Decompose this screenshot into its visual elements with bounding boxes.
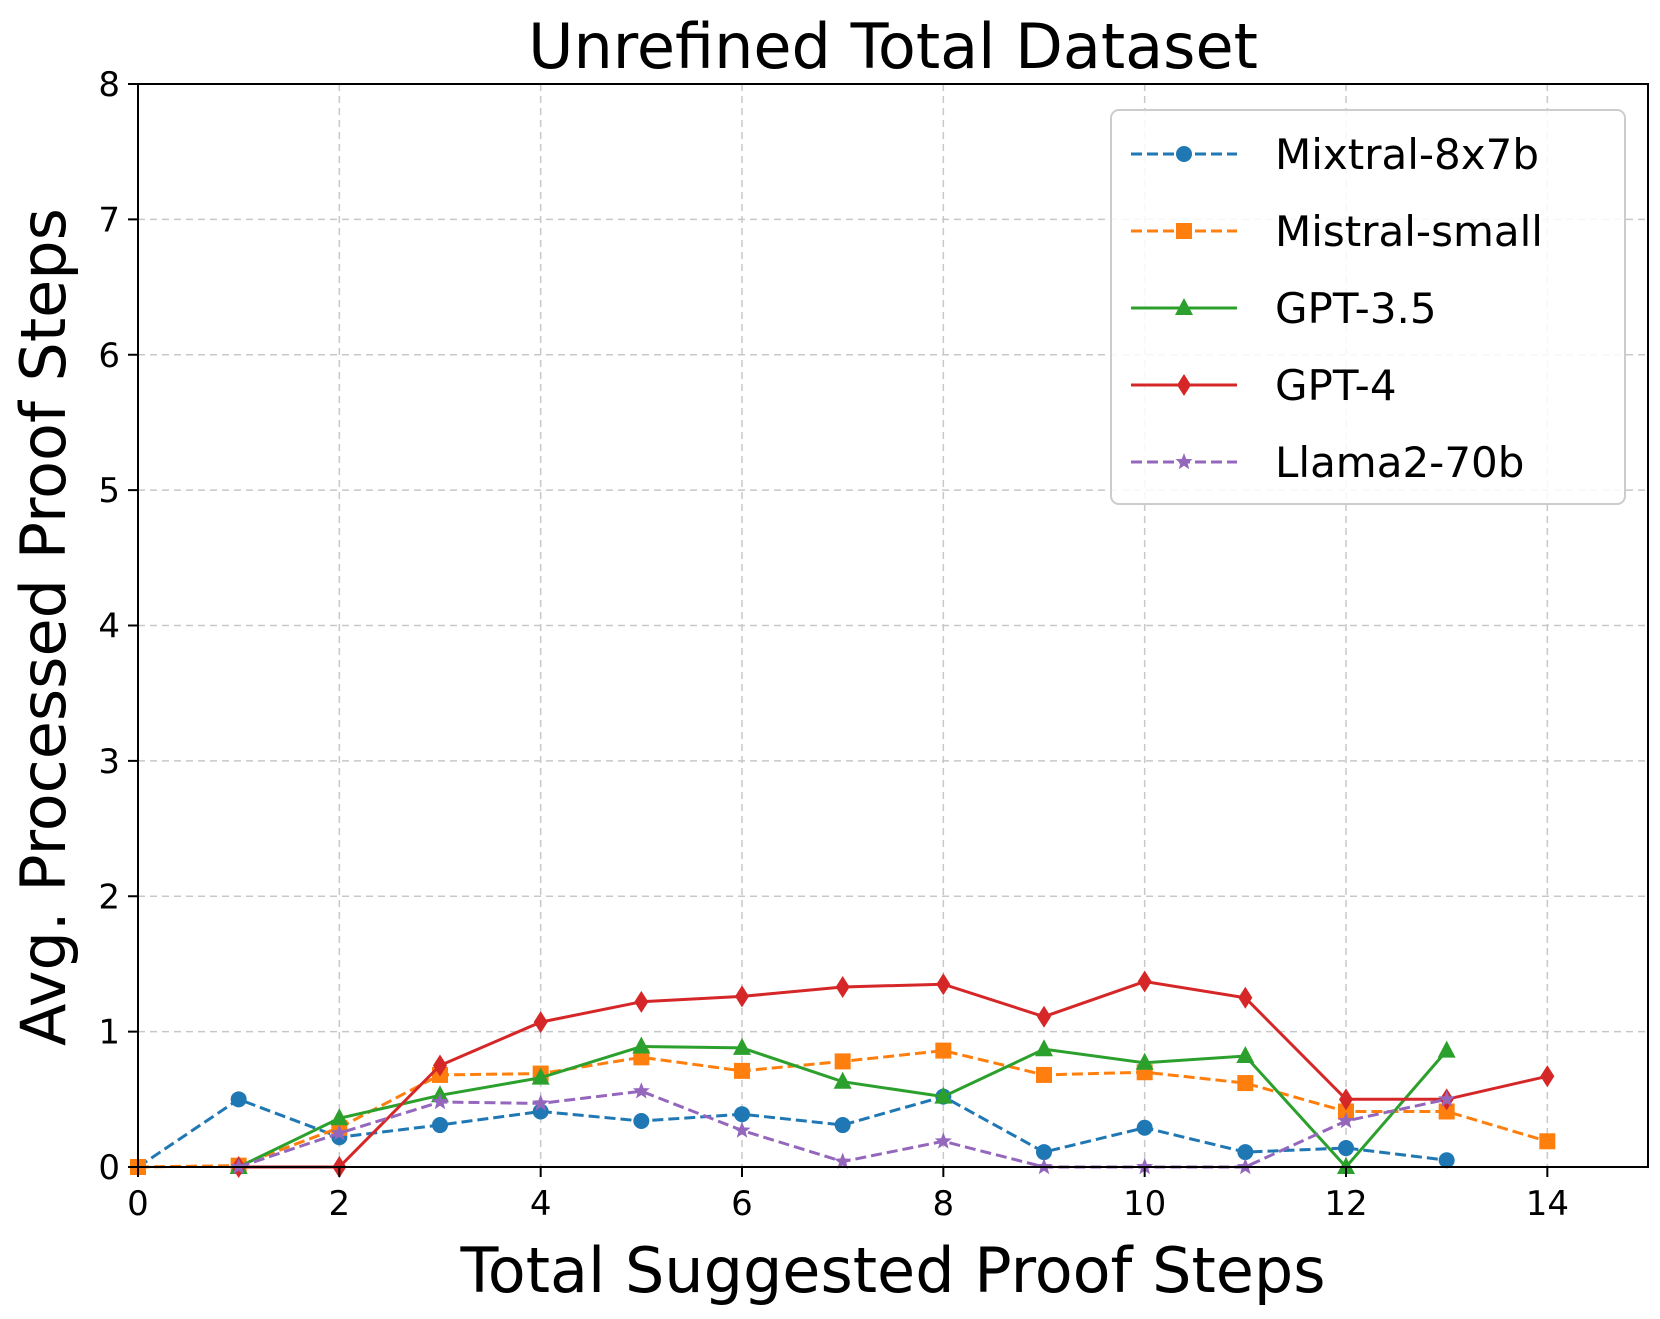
legend-marker-mixtral-8x7b [1176, 146, 1192, 162]
data-point-gpt-4 [735, 985, 749, 1008]
x-tick-label: 4 [530, 1184, 552, 1224]
data-point-gpt-3-5 [531, 1067, 550, 1085]
legend-marker-llama2-70b [1175, 453, 1193, 470]
data-point-gpt-3-5 [1437, 1040, 1456, 1058]
x-tick-label: 12 [1324, 1184, 1367, 1224]
y-tick-label: 6 [98, 336, 120, 376]
x-tick-label: 10 [1123, 1184, 1166, 1224]
y-tick-label: 5 [98, 471, 120, 511]
data-point-mixtral-8x7b [1338, 1140, 1354, 1157]
x-tick-label: 0 [127, 1184, 149, 1224]
y-tick-label: 7 [98, 200, 120, 240]
data-point-mistral-small [1438, 1103, 1455, 1120]
data-point-mixtral-8x7b [1237, 1144, 1254, 1161]
data-point-gpt-4 [936, 973, 951, 996]
data-point-llama2-70b [431, 1093, 449, 1110]
y-tick-label: 3 [98, 742, 120, 782]
x-tick-label: 2 [329, 1184, 351, 1224]
legend-label-gpt-3-5: GPT-3.5 [1275, 284, 1437, 333]
data-point-llama2-70b [330, 1124, 348, 1141]
data-point-gpt-3-5 [1035, 1039, 1053, 1057]
data-point-mixtral-8x7b [230, 1091, 247, 1108]
data-point-llama2-70b [733, 1121, 751, 1138]
series-gpt-4 [231, 970, 1555, 1178]
data-point-gpt-3-5 [632, 1036, 651, 1054]
x-axis-label: Total Suggested Proof Steps [459, 1234, 1325, 1307]
y-tick-label: 8 [98, 65, 120, 105]
data-point-mixtral-8x7b [1136, 1119, 1153, 1136]
series-line-gpt-4 [238, 979, 1548, 1169]
data-point-mistral-small [935, 1042, 952, 1059]
legend-label-gpt-4: GPT-4 [1275, 361, 1397, 410]
legend-label-mixtral-8x7b: Mixtral-8x7b [1275, 130, 1539, 179]
data-point-gpt-4 [1339, 1088, 1353, 1111]
x-tick-label: 14 [1526, 1184, 1569, 1224]
data-point-mixtral-8x7b [1036, 1144, 1052, 1161]
data-point-mistral-small [834, 1053, 851, 1070]
data-point-llama2-70b [934, 1132, 952, 1149]
data-point-mistral-small [1237, 1075, 1254, 1092]
data-point-gpt-4 [835, 975, 850, 998]
data-point-mistral-small [734, 1062, 750, 1079]
y-axis-label: Avg. Processed Proof Steps [7, 208, 80, 1046]
legend-marker-gpt-4 [1177, 374, 1191, 396]
series-layer [130, 970, 1556, 1178]
data-point-gpt-4 [634, 990, 649, 1013]
data-point-llama2-70b [532, 1094, 550, 1111]
x-tick-label: 8 [933, 1184, 955, 1224]
data-point-gpt-3-5 [1337, 1157, 1355, 1174]
data-point-gpt-3-5 [934, 1086, 953, 1104]
data-point-mistral-small [1539, 1133, 1556, 1150]
data-point-mixtral-8x7b [1438, 1152, 1455, 1169]
legend-label-mistral-small: Mistral-small [1275, 207, 1543, 256]
data-point-mistral-small [1338, 1103, 1354, 1120]
data-point-mistral-small [1036, 1066, 1052, 1083]
chart-title: Unrefined Total Dataset [528, 10, 1258, 83]
y-tick-label: 0 [98, 1148, 120, 1188]
data-point-llama2-70b [1337, 1112, 1355, 1129]
data-point-mixtral-8x7b [734, 1106, 750, 1123]
y-tick-label: 2 [98, 877, 120, 917]
data-point-mixtral-8x7b [432, 1117, 448, 1134]
data-point-mixtral-8x7b [633, 1112, 650, 1129]
legend: Mixtral-8x7b Mistral-small GPT-3.5 GPT-4 Lla… [1110, 109, 1626, 505]
data-point-gpt-4 [1238, 986, 1253, 1009]
data-point-gpt-4 [433, 1054, 447, 1077]
legend-marker-mistral-small [1176, 223, 1192, 239]
data-point-gpt-3-5 [833, 1071, 852, 1089]
legend-marker-gpt-3-5 [1175, 298, 1193, 315]
legend-box [1110, 109, 1626, 505]
data-point-gpt-4 [1137, 970, 1152, 993]
data-point-gpt-3-5 [330, 1108, 349, 1126]
data-point-gpt-3-5 [733, 1037, 751, 1055]
data-point-gpt-4 [1540, 1065, 1555, 1088]
y-tick-label: 1 [98, 1013, 120, 1053]
x-tick-label: 6 [731, 1184, 753, 1224]
y-tick-label: 4 [98, 607, 120, 647]
data-point-llama2-70b [632, 1082, 650, 1099]
data-point-gpt-4 [533, 1011, 548, 1034]
legend-label-llama2-70b: Llama2-70b [1275, 438, 1524, 487]
data-point-gpt-3-5 [1135, 1052, 1154, 1070]
data-point-mixtral-8x7b [834, 1117, 851, 1134]
data-point-gpt-3-5 [1236, 1045, 1255, 1063]
data-point-llama2-70b [1438, 1090, 1456, 1107]
data-point-llama2-70b [834, 1152, 852, 1169]
series-line-mixtral-8x7b [137, 1094, 1447, 1169]
data-point-gpt-4 [1037, 1005, 1051, 1028]
